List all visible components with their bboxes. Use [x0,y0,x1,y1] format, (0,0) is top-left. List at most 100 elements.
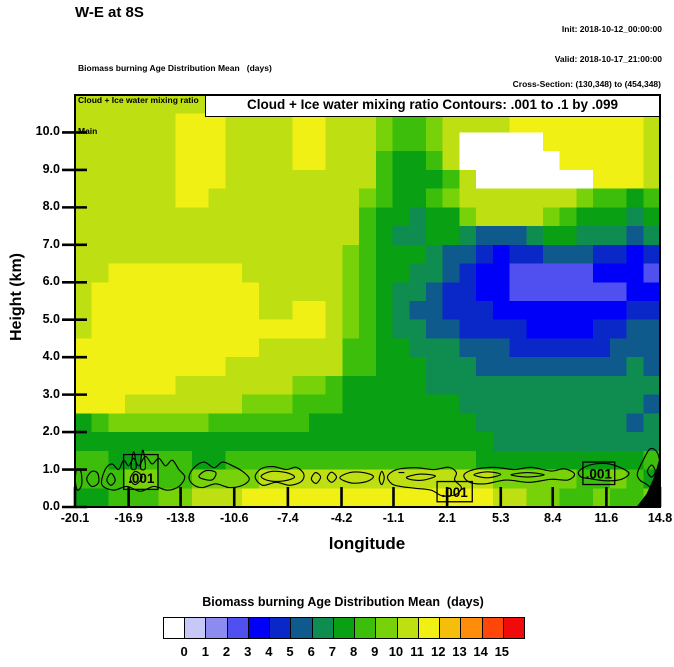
field-line-3: Main [78,126,98,136]
contour-label-box [436,480,473,503]
x-tick-label: 5.3 [492,511,510,525]
x-tick-label: 2.1 [438,511,456,525]
x-tick-label: 11.6 [594,511,619,525]
colorbar [163,617,525,639]
terrain [636,456,660,507]
contour-line [86,470,100,488]
colorbar-tick-label: 14 [473,644,488,659]
contour-line [260,470,296,482]
x-tick-label: 8.4 [544,511,562,525]
contour-line [310,471,322,484]
contour-label: .001 [586,466,613,481]
colorbar-cell [440,618,462,638]
colorbar-cell [461,618,483,638]
colorbar-tick-label: 2 [222,644,231,659]
y-tick-label: 10.0 [35,124,60,139]
contour-line [577,462,630,482]
colorbar-tick-label: 7 [328,644,337,659]
colorbar-cell [482,618,504,638]
contour-line [510,471,545,478]
contour-line [463,466,576,485]
colorbar-cell [164,618,186,638]
colorbar-cell [376,618,398,638]
colorbar-tick-label: 8 [349,644,358,659]
colorbar-tick-label: 13 [452,644,467,659]
colorbar-tick-label: 12 [431,644,446,659]
colorbar-cell [333,618,356,638]
colorbar-tick-label: 15 [494,644,510,659]
cross-section-coords: Cross-Section: (130,348) to (454,348) [512,79,661,89]
colorbar-cell [418,618,441,638]
field-line-1: Biomass burning Age Distribution Mean (d… [78,63,272,73]
y-tick-label: 8.0 [42,199,60,214]
y-tick-label: 5.0 [42,311,60,326]
colorbar-tick-label: 4 [265,644,273,659]
x-ticks [73,487,662,507]
x-tick-label: -20.1 [60,511,90,525]
x-tick-label: -13.8 [166,511,195,525]
age-fill-grid [75,95,661,508]
contour-line [130,450,137,471]
colorbar-tick-label: 0 [180,644,188,659]
x-tick-label: 14.8 [647,511,673,525]
colorbar-tick-label: 5 [286,644,294,659]
colorbar-cell [248,618,271,638]
colorbar-tick-label: 10 [388,644,404,659]
contour-line [339,471,374,484]
contour-line [139,449,147,471]
colorbar-cell [270,618,292,638]
colorbar-tick-label: 11 [410,644,424,659]
contour-line [129,470,143,486]
contour-line [405,473,436,481]
contour-line [646,464,656,478]
colorbar-tick-label: 3 [244,644,252,659]
x-tick-label: -4.2 [330,511,353,525]
colorbar-cell [397,618,419,638]
x-axis-label: longitude [328,534,406,553]
y-axis-label: Height (km) [8,253,25,341]
x-tick-label: -16.9 [114,511,143,525]
contour-line [473,471,502,479]
x-tick-label: -1.1 [382,511,405,525]
x-tick-label: -7.4 [277,511,299,525]
y-tick-label: 9.0 [42,161,60,176]
x-tick-label: -10.6 [219,511,249,525]
init-time: Init: 2018-10-12_00:00:00 [561,24,662,34]
contour-label: .001 [128,471,155,486]
y-tick-label: 6.0 [42,274,60,289]
contour-label-box [122,453,159,491]
contour-line [198,469,217,481]
contour-label: .001 [442,485,469,500]
colorbar-cell [312,618,334,638]
colorbar-tick-label: 6 [307,644,315,659]
y-tick-label: 1.0 [42,461,60,476]
colorbar-cell [227,618,249,638]
contour-line [188,461,250,489]
valid-time: Valid: 2018-10-17_21:00:00 [554,54,662,64]
page-title: W-E at 8S [75,4,144,21]
field-description: Biomass burning Age Distribution Mean (d… [78,42,272,158]
contour-title: Cloud + Ice water mixing ratio Contours:… [205,95,660,117]
model-times: Init: 2018-10-12_00:00:00 Valid: 2018-10… [555,4,662,84]
contour-line [378,470,385,486]
y-tick-label: 4.0 [42,349,60,364]
colorbar-cell [206,618,228,638]
y-tick-label: 0.0 [42,499,60,513]
contour-line [254,465,305,486]
colorbar-tick-label: 9 [371,644,379,659]
contour-line [326,471,338,483]
contour-line [106,472,116,486]
colorbar-title: Biomass burning Age Distribution Mean (d… [202,595,484,609]
contour-line [636,447,661,489]
colorbar-cell [355,618,377,638]
y-tick-label: 3.0 [42,386,60,401]
y-tick-label: 2.0 [42,424,60,439]
y-ticks [62,131,87,509]
colorbar-cell [503,618,524,638]
colorbar-tick-label: 1 [201,644,209,659]
contour-line [386,466,462,497]
colorbar-cell [185,618,207,638]
contour-label-box [582,461,616,486]
colorbar-cell [291,618,313,638]
